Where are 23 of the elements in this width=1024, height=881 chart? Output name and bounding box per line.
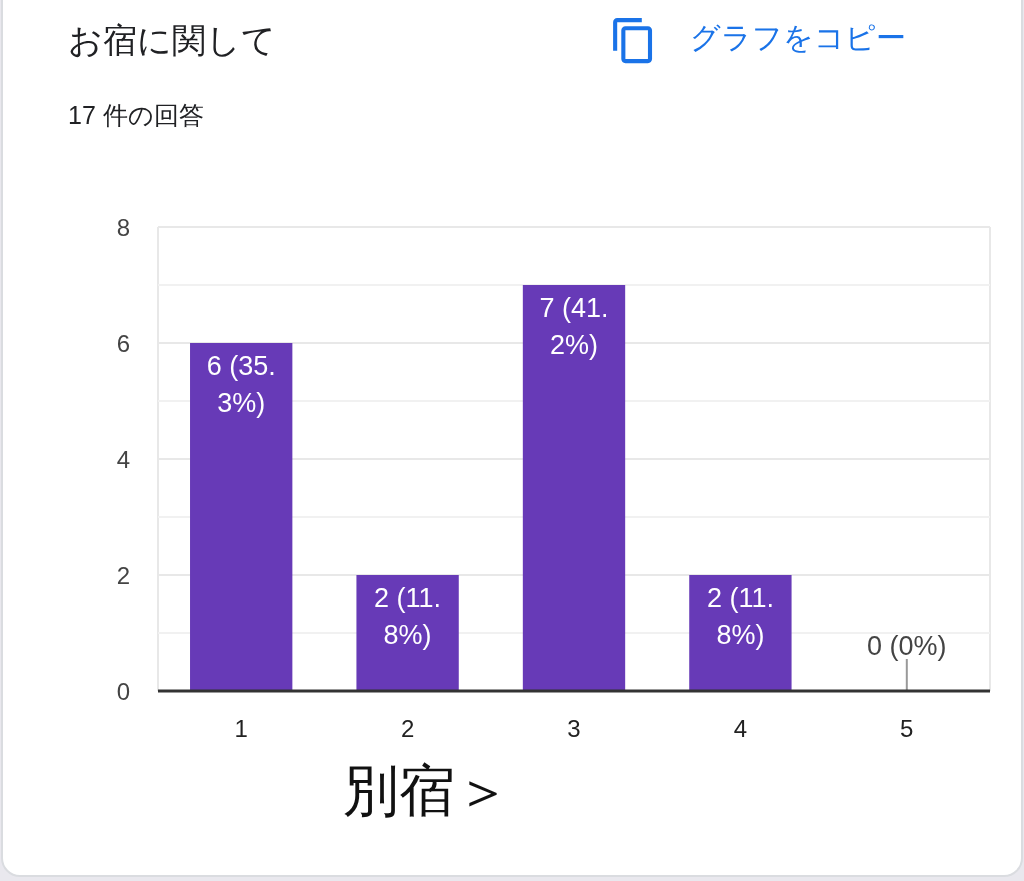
annotation: グラフをコピー [690,21,906,54]
x-tick: 1 [234,715,248,742]
x-tick: 4 [733,715,748,742]
value-label: 2 (11. [374,583,442,613]
value-label: 2%) [550,330,598,360]
y-tick: 2 [116,562,130,589]
y-tick: 6 [116,330,130,357]
value-label: 6 (35. [206,351,276,381]
value-label: 0 (0%) [867,631,947,661]
y-tick: 8 [116,214,130,241]
value-label: 3%) [217,388,266,418]
x-tick: 5 [900,715,914,742]
y-tick: 4 [116,446,130,473]
value-label: 8%) [716,620,765,650]
x-tick: 3 [567,715,581,742]
y-tick: 0 [116,678,130,705]
value-label: 8%) [383,620,432,650]
x-tick: 2 [400,715,415,742]
value-label: 2 (11. [706,583,774,613]
value-label: 7 (41. [539,293,609,323]
title: お宿に関して [68,21,276,59]
xlabel: 別宿＞ [343,759,511,822]
subtitle: 17 件の回答 [68,101,204,129]
